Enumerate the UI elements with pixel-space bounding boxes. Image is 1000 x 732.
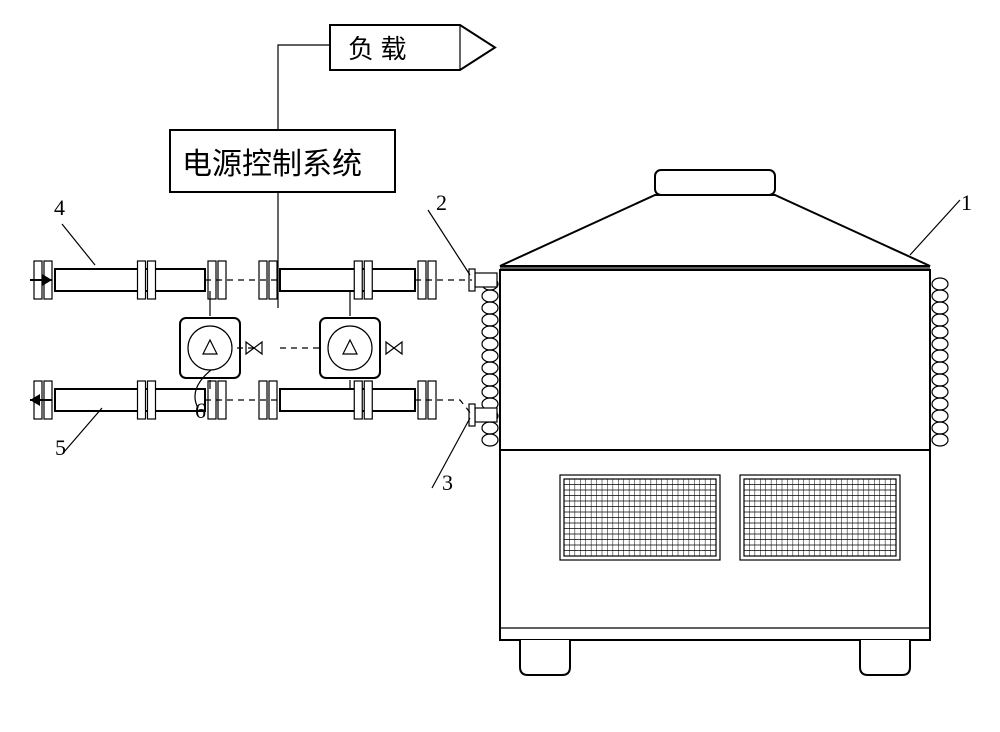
wire-load-control bbox=[278, 45, 305, 130]
leader-l5 bbox=[64, 408, 102, 452]
port-2 bbox=[475, 273, 497, 287]
control-label: 电源控制系统 bbox=[182, 148, 362, 181]
callout-5: 5 bbox=[55, 435, 66, 460]
callout-3: 3 bbox=[442, 470, 453, 495]
pipe bbox=[280, 389, 415, 411]
pipe bbox=[280, 269, 415, 291]
callout-6: 6 bbox=[195, 398, 206, 423]
pump-1 bbox=[180, 291, 262, 389]
tank-foot bbox=[520, 640, 570, 675]
callout-2: 2 bbox=[436, 190, 447, 215]
diagram-canvas: 负 载电源控制系统 1 2 3 4 5 6 bbox=[0, 0, 1000, 732]
pump-2 bbox=[320, 291, 402, 389]
leader-l1 bbox=[910, 200, 960, 255]
callout-4: 4 bbox=[54, 195, 65, 220]
port-3 bbox=[475, 408, 497, 422]
tank bbox=[469, 170, 948, 675]
pipe bbox=[55, 389, 205, 411]
pipe bbox=[55, 269, 205, 291]
tank-foot bbox=[860, 640, 910, 675]
leader-l4 bbox=[62, 224, 95, 265]
callout-1: 1 bbox=[961, 190, 972, 215]
load-label: 负 载 bbox=[348, 35, 407, 64]
